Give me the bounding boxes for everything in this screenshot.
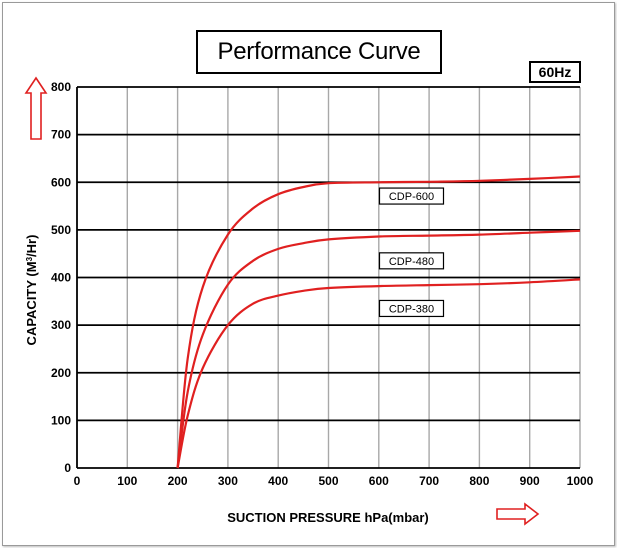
series-label-text: CDP-380 [389, 303, 434, 315]
y-axis-title: CAPACITY (M3/Hr) [24, 235, 39, 346]
x-tick-label: 1000 [567, 474, 594, 488]
y-tick-label: 800 [51, 80, 71, 94]
series-label-box [378, 252, 445, 270]
y-tick-labels: 0 100 200 300 400 500 600 700 800 [51, 80, 71, 475]
x-tick-label: 900 [520, 474, 540, 488]
chart-title: Performance Curve [196, 30, 442, 74]
y-tick-label: 0 [64, 461, 71, 475]
y-axis-arrow-icon [24, 76, 48, 140]
series-line-cdp-480 [176, 229, 581, 469]
y-tick-label: 600 [51, 175, 71, 189]
y-tick-label: 400 [51, 271, 71, 285]
y-tick-label: 700 [51, 128, 71, 142]
x-tick-label: 0 [74, 474, 81, 488]
series-label-box [378, 187, 445, 205]
y-axis-title-end: /Hr) [24, 235, 39, 257]
x-tick-label: 400 [268, 474, 288, 488]
series-label-text: CDP-480 [389, 256, 434, 268]
x-tick-labels: 0 100 200 300 400 500 600 700 800 900 1000 [74, 474, 594, 488]
x-tick-label: 300 [218, 474, 238, 488]
y-tick-label: 200 [51, 366, 71, 380]
x-tick-label: 600 [369, 474, 389, 488]
x-tick-label: 800 [469, 474, 489, 488]
series-label-cdp-380: CDP-380 [378, 299, 445, 318]
series-label-text: CDP-600 [389, 191, 434, 203]
horizontal-gridlines [77, 86, 580, 469]
x-tick-label: 100 [117, 474, 137, 488]
series-label-cdp-480: CDP-480 [378, 252, 445, 270]
y-tick-label: 300 [51, 318, 71, 332]
series-label-box [378, 299, 445, 318]
x-tick-label: 200 [168, 474, 188, 488]
x-axis-title: SUCTION PRESSURE hPa(mbar) [227, 510, 429, 525]
y-axis-title-superscript: 3 [25, 256, 34, 261]
series-line-cdp-380 [176, 278, 581, 469]
series-labels: CDP-600 CDP-480 CDP-380 [378, 187, 445, 318]
y-axis-title-main: CAPACITY (M [24, 261, 39, 345]
frequency-badge: 60Hz [529, 61, 581, 83]
series-lines [176, 175, 581, 469]
series-label-cdp-600: CDP-600 [378, 187, 445, 205]
x-tick-label: 700 [419, 474, 439, 488]
x-axis-arrow-icon [496, 502, 540, 526]
series-line-cdp-600 [176, 175, 581, 469]
x-tick-label: 500 [318, 474, 338, 488]
y-tick-label: 500 [51, 223, 71, 237]
y-tick-label: 100 [51, 413, 71, 427]
